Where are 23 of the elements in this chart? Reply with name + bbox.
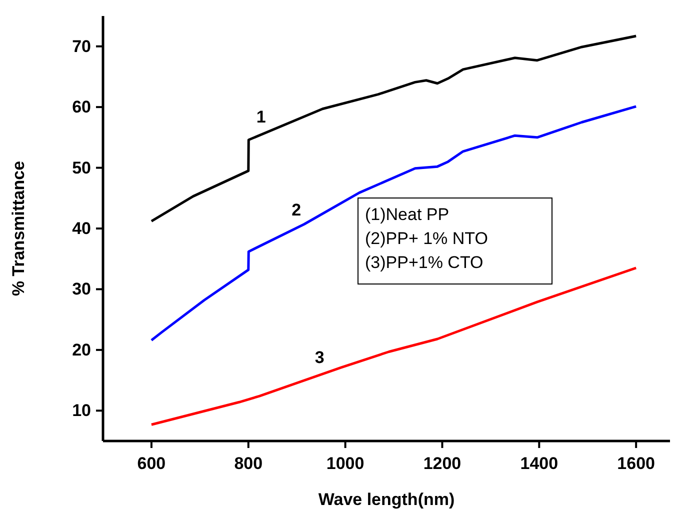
y-tick-label: 40 [72, 219, 91, 238]
y-tick-label: 10 [72, 401, 91, 420]
x-axis-title: Wave length(nm) [318, 490, 455, 509]
x-tick-label: 1600 [617, 454, 655, 473]
x-tick-label: 1200 [423, 454, 462, 473]
series-label: 3 [314, 348, 324, 368]
line-series [150, 105, 638, 342]
y-tick-label: 50 [72, 158, 91, 178]
x-tick-label: 800 [234, 454, 263, 473]
y-tick-label: 70 [72, 36, 91, 56]
y-axis-title: % Transmittance [9, 160, 28, 296]
annotation: (2)PP+ 1% NTO [365, 229, 488, 248]
y-tick-label: 60 [72, 98, 91, 117]
line-series [150, 34, 638, 222]
x-tick-label: 1000 [326, 454, 364, 473]
annotation: (1)Neat PP [365, 205, 450, 224]
x-tick-label: 600 [137, 454, 166, 473]
series-label: 2 [292, 200, 302, 220]
y-tick-label: 30 [72, 280, 91, 299]
annotation: (3)PP+1% CTO [365, 253, 484, 272]
y-tick-label: 20 [72, 340, 91, 360]
x-tick-label: 1400 [520, 454, 558, 473]
series-label: 1 [256, 107, 266, 126]
